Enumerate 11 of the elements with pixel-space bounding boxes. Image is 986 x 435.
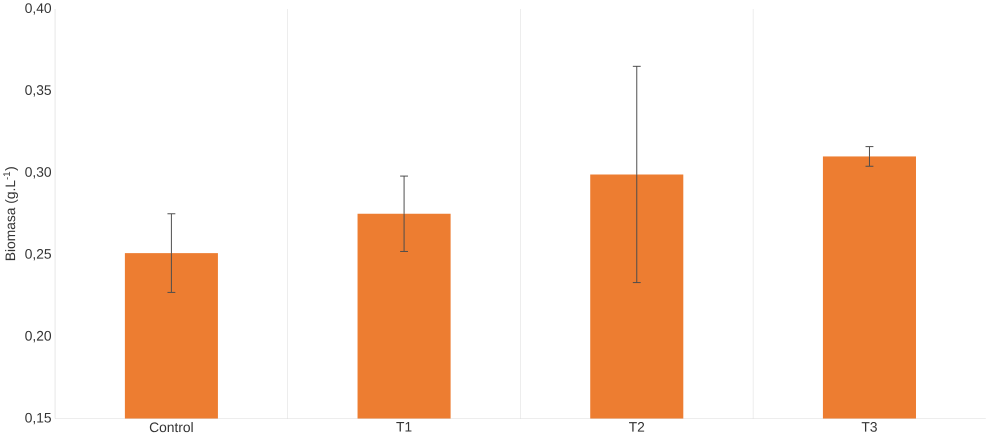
x-tick-label: T2 bbox=[629, 422, 644, 432]
x-tick-label: Control bbox=[150, 422, 193, 432]
y-axis-title: Biomasa (g.L$^{-1}$) bbox=[3, 166, 18, 260]
y-tick-label: 0,30 bbox=[25, 166, 52, 178]
x-tick-label: T1 bbox=[396, 422, 412, 432]
y-tick-label: 0,15 bbox=[25, 412, 51, 424]
y-tick-label: 0,25 bbox=[25, 248, 51, 260]
x-tick-label: T3 bbox=[862, 422, 877, 432]
y-tick-label: 0,20 bbox=[25, 330, 52, 342]
y-tick-label: 0,35 bbox=[25, 84, 51, 96]
y-tick-label: 0,40 bbox=[25, 3, 52, 14]
